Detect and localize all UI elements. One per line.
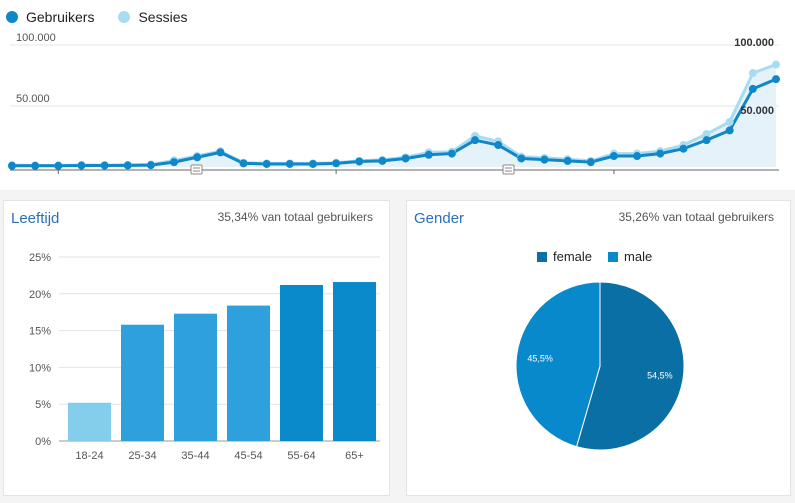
legend-swatch-male bbox=[608, 251, 619, 262]
legend-dot-gebruikers bbox=[6, 11, 18, 23]
sessies-point bbox=[702, 130, 711, 139]
gebruikers-point bbox=[563, 156, 572, 165]
bar-y-tick-label: 20% bbox=[29, 289, 51, 301]
gebruikers-point bbox=[401, 154, 410, 163]
bar-y-tick-label: 15% bbox=[29, 326, 51, 338]
bar-y-tick-label: 10% bbox=[29, 362, 51, 374]
gebruikers-point bbox=[517, 154, 526, 163]
age-bar-45-54[interactable] bbox=[227, 305, 270, 441]
sessies-point bbox=[772, 60, 780, 69]
bar-x-label: 25-34 bbox=[128, 450, 156, 462]
legend-item-gebruikers[interactable]: Gebruikers bbox=[6, 9, 94, 25]
gebruikers-points bbox=[8, 75, 780, 170]
gebruikers-point bbox=[31, 161, 40, 170]
bar-y-tick-label: 5% bbox=[35, 399, 51, 411]
line-y-tick-label: 50.000 bbox=[16, 93, 50, 105]
pie-value-label: 54,5% bbox=[647, 371, 673, 381]
sessies-area bbox=[12, 64, 776, 167]
age-bar-65+[interactable] bbox=[333, 282, 376, 441]
annotation-marker-icon[interactable] bbox=[190, 164, 203, 175]
sessies-point bbox=[748, 69, 757, 78]
age-card-title: Leeftijd bbox=[11, 210, 60, 227]
bar-chart-x-labels: 18-24 25-34 35-44 45-54 55-64 65+ bbox=[75, 450, 363, 462]
gebruikers-point bbox=[216, 148, 225, 157]
gebruikers-point bbox=[702, 136, 711, 145]
legend-label-male[interactable]: male bbox=[624, 249, 653, 264]
pie-legend: female male bbox=[537, 249, 652, 264]
gender-card: Gender 35,26% van totaal gebruikers fema… bbox=[406, 200, 791, 496]
bar-chart-grid: 25% 20% 15% 10% 5% 0% bbox=[29, 252, 380, 448]
gebruikers-point bbox=[170, 158, 179, 167]
gebruikers-point bbox=[540, 155, 549, 164]
legend-dot-sessies bbox=[118, 11, 131, 23]
legend-item-sessies[interactable]: Sessies bbox=[118, 9, 188, 25]
gebruikers-point bbox=[748, 84, 757, 93]
sessies-point bbox=[725, 117, 734, 126]
bar-y-tick-label: 25% bbox=[29, 252, 51, 264]
gebruikers-point bbox=[239, 159, 248, 168]
line-chart-legend: Gebruikers Sessies bbox=[6, 8, 212, 26]
gebruikers-point bbox=[494, 141, 503, 150]
legend-label-female[interactable]: female bbox=[553, 249, 593, 264]
bar-chart-bars bbox=[68, 282, 376, 441]
bar-x-label: 18-24 bbox=[75, 450, 103, 462]
gebruikers-point bbox=[54, 161, 63, 170]
legend-label-gebruikers: Gebruikers bbox=[26, 9, 95, 25]
gebruikers-point bbox=[424, 150, 433, 159]
bar-x-label: 65+ bbox=[345, 450, 364, 462]
legend-swatch-female bbox=[537, 251, 547, 262]
gebruikers-point bbox=[146, 161, 155, 170]
gebruikers-point bbox=[123, 161, 132, 170]
gebruikers-point bbox=[586, 158, 595, 167]
age-card: Leeftijd 35,34% van totaal gebruikers 25… bbox=[3, 200, 390, 496]
gebruikers-point bbox=[633, 152, 642, 161]
gebruikers-point bbox=[8, 161, 16, 170]
gebruikers-point bbox=[262, 159, 271, 168]
legend-label-sessies: Sessies bbox=[138, 9, 188, 25]
gebruikers-point bbox=[447, 149, 456, 158]
line-y-tick-label: 100.000 bbox=[16, 32, 56, 44]
age-bar-18-24[interactable] bbox=[68, 402, 111, 441]
line-x-ticks: 2020 2021 2022 bbox=[46, 170, 626, 178]
line-chart-grid bbox=[10, 44, 779, 107]
gebruikers-line bbox=[12, 77, 777, 168]
pie-slice-male[interactable] bbox=[515, 281, 601, 448]
gender-pie-chart: 54,5% 45,5% bbox=[515, 281, 685, 451]
gebruikers-point bbox=[679, 144, 688, 153]
bar-x-label: 55-64 bbox=[287, 450, 315, 462]
line-x-tick-label: 2022 bbox=[602, 177, 626, 178]
gebruikers-point bbox=[609, 152, 618, 161]
gebruikers-point bbox=[378, 156, 387, 165]
gender-card-subtitle: 35,26% van totaal gebruikers bbox=[618, 210, 774, 224]
age-bar-chart: 25% 20% 15% 10% 5% 0% 18-24 25-34 35-44 45-54 55-… bbox=[29, 252, 380, 462]
age-bar-35-44[interactable] bbox=[174, 313, 217, 441]
gebruikers-point bbox=[772, 75, 780, 84]
bar-x-label: 35-44 bbox=[181, 450, 209, 462]
gebruikers-point bbox=[355, 157, 364, 166]
line-y-ticks: 100.000 50.000 bbox=[16, 32, 56, 105]
gebruikers-point bbox=[193, 153, 202, 162]
gender-card-title: Gender bbox=[414, 210, 465, 227]
gebruikers-point bbox=[100, 161, 109, 170]
annotation-marker-icon[interactable] bbox=[502, 164, 515, 175]
pie-value-label: 45,5% bbox=[527, 353, 553, 363]
gebruikers-point bbox=[77, 161, 86, 170]
line-x-tick-label: 2021 bbox=[324, 177, 348, 178]
line-x-tick-label: 2020 bbox=[46, 177, 70, 178]
line-annotation-50000: 50.000 bbox=[740, 105, 774, 117]
line-annotation-100000: 100.000 bbox=[734, 37, 774, 49]
gebruikers-point bbox=[471, 136, 480, 145]
line-chart: 100.000 50.000 2020 2021 2022 100.000 50.00… bbox=[8, 32, 780, 178]
gebruikers-point bbox=[725, 126, 734, 135]
gebruikers-point bbox=[332, 159, 341, 168]
age-bar-25-34[interactable] bbox=[121, 324, 164, 441]
bar-x-label: 45-54 bbox=[234, 450, 262, 462]
pie-slice-female[interactable] bbox=[575, 281, 685, 451]
bar-y-tick-label: 0% bbox=[35, 436, 51, 448]
age-card-subtitle: 35,34% van totaal gebruikers bbox=[217, 210, 373, 224]
gebruikers-point bbox=[308, 159, 317, 168]
age-bar-55-64[interactable] bbox=[280, 284, 323, 441]
gebruikers-point bbox=[285, 159, 294, 168]
gebruikers-point bbox=[656, 149, 665, 158]
